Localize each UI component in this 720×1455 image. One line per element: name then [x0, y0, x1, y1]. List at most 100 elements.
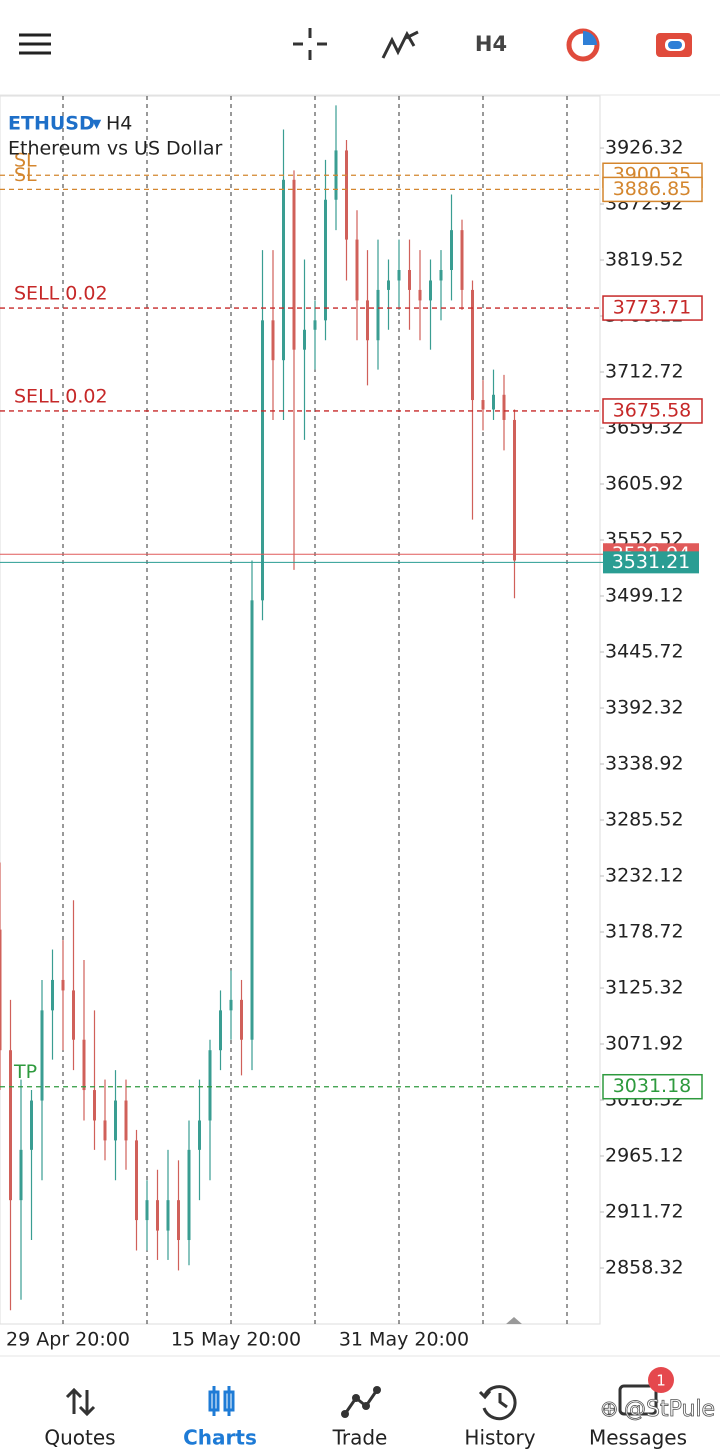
y-tick-label: 3285.52 [605, 809, 684, 831]
candle-body [492, 394, 495, 410]
timeframe-button[interactable]: H4 [475, 32, 507, 56]
y-tick-label: 3125.32 [605, 977, 684, 999]
level-price: 3886.85 [613, 178, 692, 200]
candle-body [408, 269, 411, 290]
candle-body [450, 230, 453, 270]
y-tick-label: 3926.32 [605, 137, 684, 159]
candle-body [61, 979, 65, 991]
y-tick-label: 2965.12 [605, 1145, 684, 1167]
level-price: 3031.18 [613, 1075, 692, 1097]
badge [648, 1367, 674, 1393]
ask-price-box [603, 551, 699, 574]
candle-body [166, 1200, 170, 1231]
y-tick-label: 3232.12 [605, 865, 684, 887]
candle-body [481, 400, 485, 410]
level-price-box [602, 1073, 703, 1100]
candle-body [345, 150, 348, 240]
y-tick-label: 3338.92 [605, 753, 684, 775]
candle-body [19, 1149, 23, 1201]
charts-icon [208, 1386, 235, 1416]
chart-header: ETHUSD ▼ H4 Ethereum vs US Dollar [8, 113, 223, 160]
level-label: SELL 0.02 [14, 283, 108, 305]
level-price-box [602, 176, 703, 203]
y-tick-label: 2911.72 [605, 1201, 684, 1223]
nav-item[interactable]: History [464, 1426, 535, 1450]
scroll-marker[interactable] [506, 1317, 522, 1324]
candle-body [387, 280, 390, 290]
watermark: @StPule [624, 1397, 715, 1422]
y-tick-label: 3819.52 [605, 249, 684, 271]
nav-item[interactable]: Trade [332, 1426, 388, 1450]
y-tick-label: 3605.92 [605, 473, 684, 495]
candle-body [187, 1149, 191, 1241]
crosshair-button[interactable] [293, 28, 327, 60]
candle-body [460, 230, 464, 290]
candle-body [93, 1090, 96, 1121]
trade-icon [341, 1386, 381, 1418]
x-tick-label: 15 May 20:00 [171, 1329, 301, 1351]
watermark: ⊕ [600, 1397, 618, 1422]
level-price-box [602, 295, 703, 321]
indicators-button[interactable] [381, 30, 419, 59]
level-label: SL [14, 150, 37, 172]
candle-body [418, 289, 422, 301]
candle-body [439, 269, 443, 281]
level-price: 3773.71 [613, 297, 692, 319]
candle-body [82, 1039, 86, 1091]
quotes-icon [65, 1387, 96, 1417]
candle-body [366, 300, 369, 341]
symbol[interactable]: ETHUSD [8, 113, 95, 135]
ask-price: 3531.21 [612, 551, 691, 573]
level-price: 3675.58 [613, 399, 692, 421]
candle-body [429, 280, 432, 301]
candle-body [208, 1050, 212, 1121]
y-tick-label: 3392.32 [605, 697, 684, 719]
candle-body [9, 1050, 12, 1201]
candle-body [261, 320, 264, 601]
level-price-box [602, 398, 703, 424]
candle-body [282, 179, 285, 361]
level-label: SELL 0.02 [14, 385, 108, 407]
nav-item[interactable]: Quotes [44, 1426, 115, 1450]
history-icon [478, 1385, 517, 1421]
candle-body [135, 1140, 138, 1221]
candle-body [303, 329, 306, 350]
chart-timeframe: H4 [106, 113, 132, 135]
level-label: SL [14, 164, 37, 186]
objects-button[interactable] [566, 28, 600, 62]
grid: 3926.323872.923819.523766.123712.723659.… [6, 96, 684, 1351]
candle-body [114, 1100, 117, 1141]
y-tick-label: 2858.32 [605, 1257, 684, 1279]
candle-body [40, 1010, 44, 1101]
candle-body [0, 929, 2, 1051]
menu-button[interactable] [19, 33, 51, 55]
candle-body [355, 239, 359, 301]
trade-button[interactable] [656, 33, 692, 57]
candle-body [313, 320, 317, 330]
candle-body [471, 289, 474, 401]
bottom-nav: 1 Quotes Charts Trade History Messages [44, 1367, 687, 1450]
symbol-dropdown[interactable]: ▼ [92, 117, 102, 131]
candle-body [513, 419, 516, 561]
level-label: TP [13, 1061, 37, 1083]
messages-icon [618, 1384, 658, 1416]
candle-body [250, 600, 254, 1040]
nav-item[interactable]: Messages [589, 1426, 687, 1450]
candle-body [30, 1100, 33, 1150]
candle-body [51, 979, 54, 1011]
y-tick-label: 3499.12 [605, 585, 684, 607]
plot-frame [0, 95, 601, 1325]
candle-body [72, 990, 75, 1040]
candle-body [103, 1120, 107, 1141]
badge-count: 1 [656, 1372, 666, 1390]
nav-item[interactable]: Charts [183, 1426, 257, 1450]
candles [0, 105, 516, 1311]
candle-body [177, 1200, 180, 1241]
candle-body [198, 1120, 201, 1150]
candle-body [229, 999, 233, 1011]
candle-body [376, 289, 380, 341]
candle-body [502, 394, 506, 420]
